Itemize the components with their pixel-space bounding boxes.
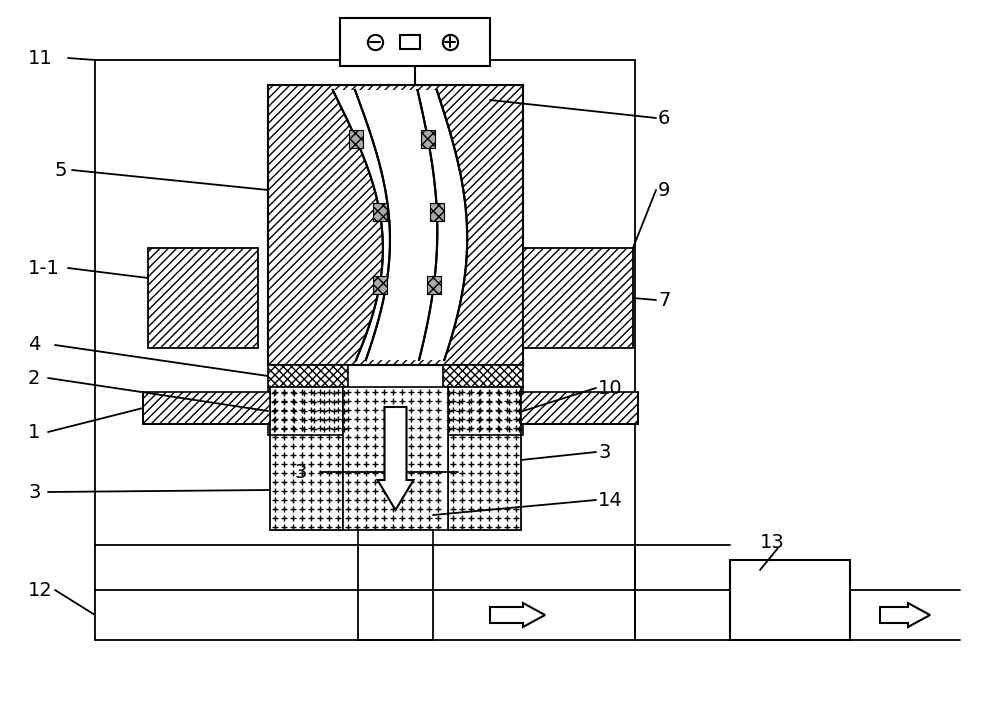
FancyArrow shape <box>490 603 545 627</box>
Text: 6: 6 <box>658 108 670 128</box>
Bar <box>430 203 444 221</box>
Bar <box>148 248 258 348</box>
Text: 1-1: 1-1 <box>28 259 60 278</box>
Bar <box>400 35 420 49</box>
Text: 14: 14 <box>598 490 623 510</box>
Text: 5: 5 <box>55 161 68 180</box>
Text: 10: 10 <box>598 379 623 397</box>
Bar <box>373 276 387 294</box>
Bar <box>730 560 850 640</box>
Text: 4: 4 <box>28 335 40 355</box>
Bar <box>340 18 490 66</box>
Bar <box>521 392 638 424</box>
Bar <box>373 203 387 221</box>
Bar <box>268 387 348 435</box>
Bar <box>443 365 523 387</box>
Bar <box>443 387 523 435</box>
Text: 3: 3 <box>28 482 40 502</box>
Bar <box>421 130 435 148</box>
Polygon shape <box>333 90 390 360</box>
Text: 3: 3 <box>598 443 610 461</box>
Text: 7: 7 <box>658 291 670 309</box>
Text: 1: 1 <box>28 423 40 441</box>
Polygon shape <box>417 90 467 360</box>
Bar <box>343 387 448 530</box>
Bar <box>268 85 523 365</box>
Text: 11: 11 <box>28 48 53 68</box>
Text: 9: 9 <box>658 180 670 200</box>
Text: 13: 13 <box>760 533 785 552</box>
Text: 12: 12 <box>28 580 53 599</box>
Bar <box>143 392 270 424</box>
FancyArrow shape <box>880 603 930 627</box>
Bar <box>523 248 633 348</box>
Bar <box>358 530 433 545</box>
Text: 3: 3 <box>295 462 307 482</box>
Bar <box>349 130 363 148</box>
Text: 2: 2 <box>28 368 40 387</box>
Bar <box>427 276 441 294</box>
Polygon shape <box>355 90 437 360</box>
FancyArrow shape <box>378 407 414 510</box>
Bar <box>268 365 348 387</box>
